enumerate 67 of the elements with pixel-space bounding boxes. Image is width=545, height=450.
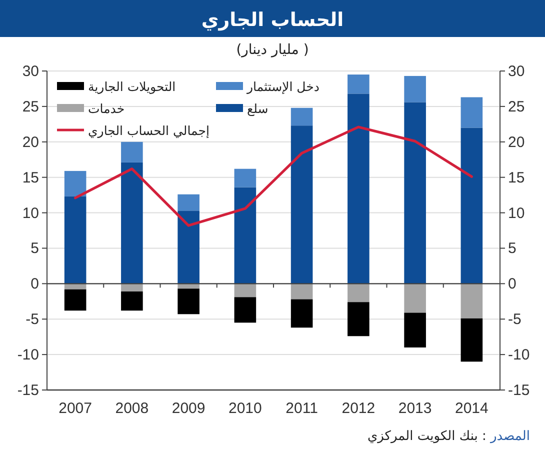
x-tick-label: 2009	[172, 400, 206, 417]
y-tick-label: 20	[22, 134, 39, 151]
bar	[348, 74, 370, 94]
bar	[460, 128, 483, 284]
y-tick-label: -10	[17, 346, 39, 364]
legend-label: خدمات	[88, 101, 125, 116]
bar	[460, 97, 483, 128]
y-tick-label: 10	[22, 204, 39, 222]
y-tick-label: 5	[30, 240, 39, 258]
bar	[348, 94, 370, 284]
bar	[290, 284, 313, 300]
x-tick-label: 2012	[342, 400, 376, 417]
y-tick-label: 15	[22, 169, 39, 186]
legend-label: سلع	[247, 101, 268, 117]
y2-tick-label: -10	[508, 346, 530, 364]
x-tick-label: 2013	[398, 400, 432, 417]
x-tick-label: 2014	[455, 400, 488, 417]
bar	[234, 168, 256, 188]
y2-tick-label: 10	[508, 204, 525, 222]
y-tick-label: 30	[22, 63, 39, 80]
bar	[460, 318, 483, 362]
legend-label: إجمالي الحساب الجاري	[88, 123, 210, 139]
bar	[64, 196, 86, 284]
bar	[121, 142, 143, 162]
bar	[404, 102, 426, 284]
bar	[178, 288, 200, 314]
bar	[460, 284, 483, 318]
legend-label: دخل الإستثمار	[246, 79, 320, 95]
bar	[290, 126, 313, 284]
y2-tick-label: 30	[508, 63, 525, 80]
bar	[234, 187, 256, 284]
bar	[121, 291, 143, 311]
bar	[178, 194, 200, 211]
y-tick-label: 25	[22, 98, 39, 116]
x-tick-label: 2008	[115, 400, 149, 417]
bar	[234, 284, 256, 298]
y2-tick-label: 5	[508, 240, 516, 258]
bar	[121, 162, 143, 284]
y-tick-label: -5	[26, 311, 39, 328]
chart-subtitle: (مليار دينار )	[236, 42, 309, 58]
bar	[404, 284, 426, 313]
y-tick-label: -15	[17, 382, 39, 399]
bar	[178, 210, 200, 284]
y2-tick-label: -5	[508, 311, 522, 328]
text: المصدر : بنك الكويت المركزي	[367, 429, 530, 444]
bar	[121, 284, 143, 292]
y2-tick-label: 15	[508, 169, 525, 186]
bar	[290, 299, 313, 328]
y2-tick-label: 25	[508, 98, 525, 116]
bar	[348, 284, 370, 302]
bar	[290, 108, 313, 126]
bar	[404, 76, 426, 102]
x-tick-label: 2010	[228, 400, 262, 417]
line-series	[74, 126, 473, 227]
bar	[234, 297, 256, 323]
bar	[64, 289, 86, 311]
bar	[404, 312, 426, 348]
y2-tick-label: 0	[508, 276, 516, 293]
chart-title: الحساب الجاري	[201, 9, 344, 31]
y-tick-label: 0	[30, 276, 39, 293]
bar	[64, 170, 86, 196]
y2-tick-label: 20	[508, 134, 525, 151]
y2-tick-label: -15	[508, 382, 530, 399]
x-tick-label: 2007	[58, 400, 92, 417]
x-tick-label: 2011	[286, 400, 318, 417]
bar	[348, 302, 370, 336]
legend-label: التحويلات الجارية	[88, 79, 176, 95]
